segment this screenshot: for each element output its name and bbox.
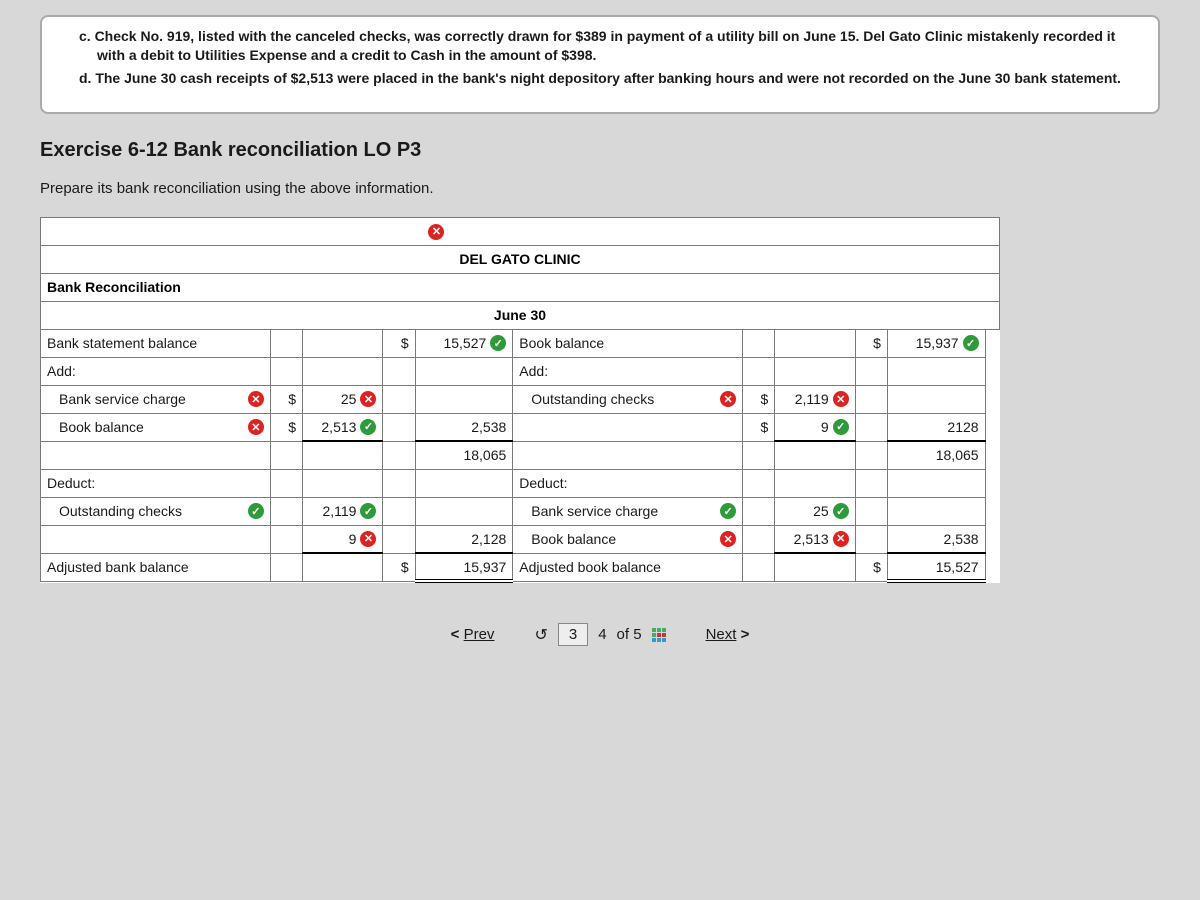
instruction-text: Prepare its bank reconciliation using th… xyxy=(40,180,1160,197)
right-adj-sym: $ xyxy=(855,553,887,581)
x-icon: ✕ xyxy=(248,419,264,435)
page-indicator: ↺ 3 4 of 5 xyxy=(534,623,665,646)
left-add1-val[interactable]: 25✕ xyxy=(303,385,383,413)
right-book-bal-val[interactable]: 15,937✓ xyxy=(887,329,985,357)
check-icon: ✓ xyxy=(720,503,736,519)
left-ded1-val[interactable]: 2,119✓ xyxy=(303,497,383,525)
check-icon: ✓ xyxy=(963,335,979,351)
header-line-1: DEL GATO CLINIC xyxy=(41,245,1000,273)
grid-icon[interactable] xyxy=(652,628,666,642)
right-add1-label[interactable]: Outstanding checks✕ xyxy=(513,385,743,413)
x-icon: ✕ xyxy=(833,391,849,407)
prev-button[interactable]: < Prev xyxy=(451,626,495,643)
page-of: of 5 xyxy=(617,626,642,643)
left-subtotal: 18,065 xyxy=(415,441,513,469)
check-icon: ✓ xyxy=(360,419,376,435)
left-ded2-label[interactable] xyxy=(41,525,271,553)
right-deduct-label: Deduct: xyxy=(513,469,743,497)
feedback-text: Answer is not complete. xyxy=(450,224,611,240)
incomplete-icon: ✕ xyxy=(428,224,444,240)
check-icon: ✓ xyxy=(833,419,849,435)
right-add-sum: 2128 xyxy=(887,413,985,441)
left-add-label: Add: xyxy=(41,357,271,385)
header-line-3: June 30 xyxy=(41,301,1000,329)
x-icon: ✕ xyxy=(360,391,376,407)
right-book-bal-sym: $ xyxy=(855,329,887,357)
feedback-banner: ✕ Answer is not complete. xyxy=(428,224,611,240)
left-bank-stmt-bal-label[interactable]: Bank statement balance xyxy=(41,329,271,357)
left-ded-sum: 2,128 xyxy=(415,525,513,553)
x-icon: ✕ xyxy=(248,391,264,407)
right-ded2-val[interactable]: 2,513✕ xyxy=(775,525,855,553)
pagination-bar: < Prev ↺ 3 4 of 5 Next > xyxy=(40,623,1160,646)
page-low[interactable]: 3 xyxy=(558,623,588,646)
right-add2-val[interactable]: 9✓ xyxy=(775,413,855,441)
left-add1-sym: $ xyxy=(270,385,302,413)
left-add2-sym: $ xyxy=(270,413,302,441)
header-line-2: Bank Reconciliation xyxy=(41,273,1000,301)
left-adj-sym: $ xyxy=(383,553,415,581)
page-high: 4 xyxy=(598,626,606,643)
right-ded1-label[interactable]: Bank service charge✓ xyxy=(513,497,743,525)
right-add1-sym: $ xyxy=(743,385,775,413)
left-add-sum: 2,538 xyxy=(415,413,513,441)
left-adj-val: 15,937 xyxy=(415,553,513,581)
left-bank-stmt-bal-sym: $ xyxy=(383,329,415,357)
check-icon: ✓ xyxy=(248,503,264,519)
left-adj-label[interactable]: Adjusted bank balance xyxy=(41,553,271,581)
right-add-label: Add: xyxy=(513,357,743,385)
reconciliation-table: ✕ Answer is not complete. DEL GATO CLINI… xyxy=(40,217,1000,584)
right-ded2-label[interactable]: Book balance✕ xyxy=(513,525,743,553)
check-icon: ✓ xyxy=(360,503,376,519)
right-add2-sym: $ xyxy=(743,413,775,441)
right-book-bal-label[interactable]: Book balance xyxy=(513,329,743,357)
loop-icon: ↺ xyxy=(534,625,547,645)
left-deduct-label: Deduct: xyxy=(41,469,271,497)
left-add2-label[interactable]: Book balance✕ xyxy=(41,413,271,441)
exercise-title: Exercise 6-12 Bank reconciliation LO P3 xyxy=(40,139,1160,162)
right-subtotal: 18,065 xyxy=(887,441,985,469)
right-ded1-val[interactable]: 25✓ xyxy=(775,497,855,525)
x-icon: ✕ xyxy=(720,531,736,547)
problem-item-c: c. Check No. 919, listed with the cancel… xyxy=(97,27,1128,65)
left-add2-val[interactable]: 2,513✓ xyxy=(303,413,383,441)
right-adj-val: 15,527 xyxy=(887,553,985,581)
left-add1-label[interactable]: Bank service charge✕ xyxy=(41,385,271,413)
problem-item-d: d. The June 30 cash receipts of $2,513 w… xyxy=(97,69,1128,88)
check-icon: ✓ xyxy=(490,335,506,351)
right-add2-label[interactable] xyxy=(513,413,743,441)
right-adj-label[interactable]: Adjusted book balance xyxy=(513,553,743,581)
left-bank-stmt-bal-val[interactable]: 15,527✓ xyxy=(415,329,513,357)
left-ded1-label[interactable]: Outstanding checks✓ xyxy=(41,497,271,525)
check-icon: ✓ xyxy=(833,503,849,519)
right-ded-sum: 2,538 xyxy=(887,525,985,553)
right-add1-val[interactable]: 2,119✕ xyxy=(775,385,855,413)
problem-statement-box: c. Check No. 919, listed with the cancel… xyxy=(40,15,1160,114)
x-icon: ✕ xyxy=(833,531,849,547)
x-icon: ✕ xyxy=(720,391,736,407)
next-button[interactable]: Next > xyxy=(706,626,750,643)
left-ded2-val[interactable]: 9✕ xyxy=(303,525,383,553)
x-icon: ✕ xyxy=(360,531,376,547)
